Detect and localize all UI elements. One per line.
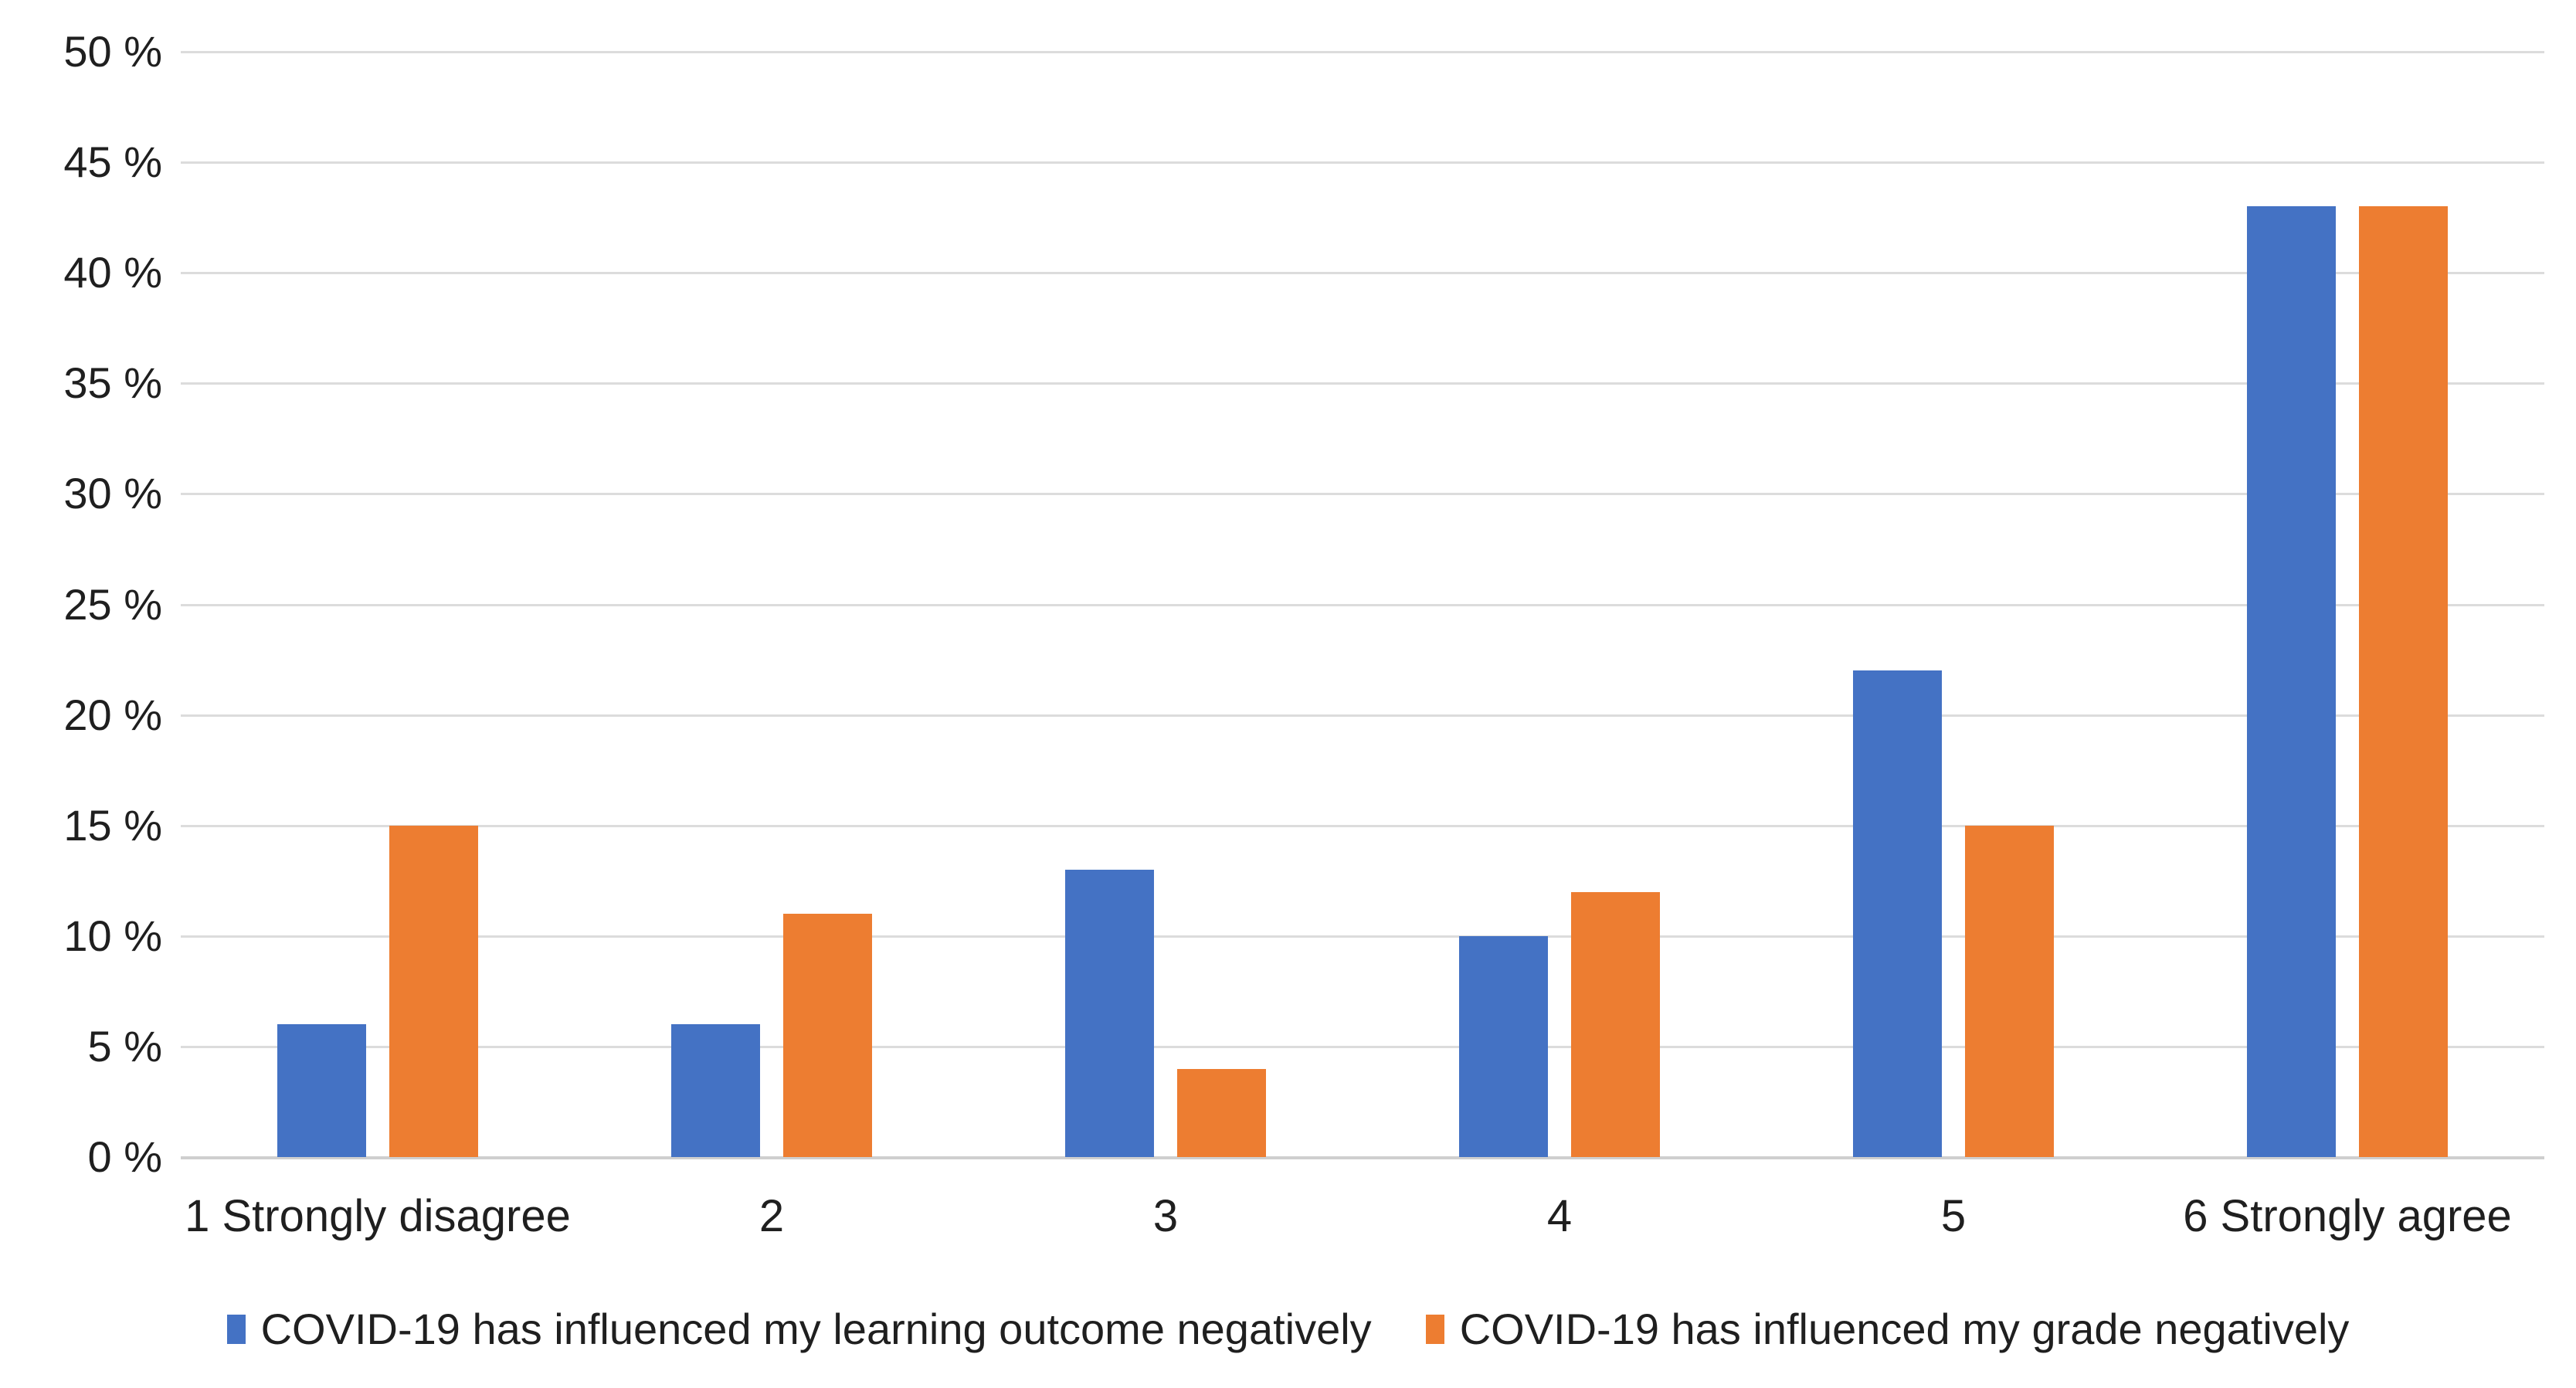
bar-series2-cat3 <box>1177 1068 1266 1157</box>
x-tick-label: 6 Strongly agree <box>2183 1191 2512 1241</box>
bar-series2-cat6 <box>2359 206 2448 1157</box>
bar-series2-cat4 <box>1571 891 1660 1157</box>
bar-series1-cat6 <box>2247 206 2336 1157</box>
bar-series1-cat1 <box>277 1024 366 1157</box>
y-tick-label: 15 % <box>63 800 162 850</box>
legend-entry-2: COVID-19 has influenced my grade negativ… <box>1425 1305 2350 1353</box>
bar-series2-cat2 <box>783 914 872 1157</box>
x-tick-label: 1 Strongly disagree <box>185 1191 571 1241</box>
gridline <box>181 603 2544 606</box>
gridline <box>181 1045 2544 1048</box>
y-tick-label: 0 % <box>87 1132 163 1181</box>
x-tick-label: 3 <box>1152 1191 1179 1241</box>
legend: COVID-19 has influenced my learning outc… <box>0 1308 2576 1351</box>
x-tick-label: 5 <box>1940 1191 1967 1241</box>
legend-marker-icon <box>1425 1315 1444 1344</box>
gridline <box>181 493 2544 496</box>
y-tick-label: 45 % <box>63 137 162 187</box>
gridline <box>181 161 2544 165</box>
bar-series2-cat5 <box>1965 825 2054 1157</box>
gridline <box>181 935 2544 938</box>
y-tick-label: 30 % <box>63 469 162 518</box>
x-tick-label: 4 <box>1546 1191 1573 1241</box>
legend-label: COVID-19 has influenced my learning outc… <box>260 1305 1372 1353</box>
x-axis-line <box>181 1156 2544 1159</box>
bar-series1-cat5 <box>1853 670 1942 1157</box>
gridline <box>181 51 2544 53</box>
y-tick-label: 50 % <box>63 27 162 76</box>
bar-series1-cat2 <box>671 1024 760 1157</box>
gridline <box>181 382 2544 385</box>
x-tick-label: 2 <box>759 1191 785 1241</box>
y-tick-label: 5 % <box>87 1021 163 1071</box>
legend-label: COVID-19 has influenced my grade negativ… <box>1459 1305 2350 1353</box>
bar-series2-cat1 <box>389 825 478 1157</box>
bar-series1-cat3 <box>1065 869 1154 1157</box>
plot-area <box>181 51 2544 1159</box>
legend-marker-icon <box>226 1315 246 1344</box>
y-tick-label: 20 % <box>63 690 162 739</box>
gridline <box>181 714 2544 717</box>
y-tick-label: 10 % <box>63 911 162 960</box>
gridline <box>181 824 2544 827</box>
y-tick-label: 40 % <box>63 248 162 297</box>
legend-entry-1: COVID-19 has influenced my learning outc… <box>226 1305 1372 1353</box>
y-tick-label: 35 % <box>63 358 162 408</box>
bar-series1-cat4 <box>1459 935 1548 1157</box>
gridline <box>181 272 2544 275</box>
y-tick-label: 25 % <box>63 579 162 629</box>
